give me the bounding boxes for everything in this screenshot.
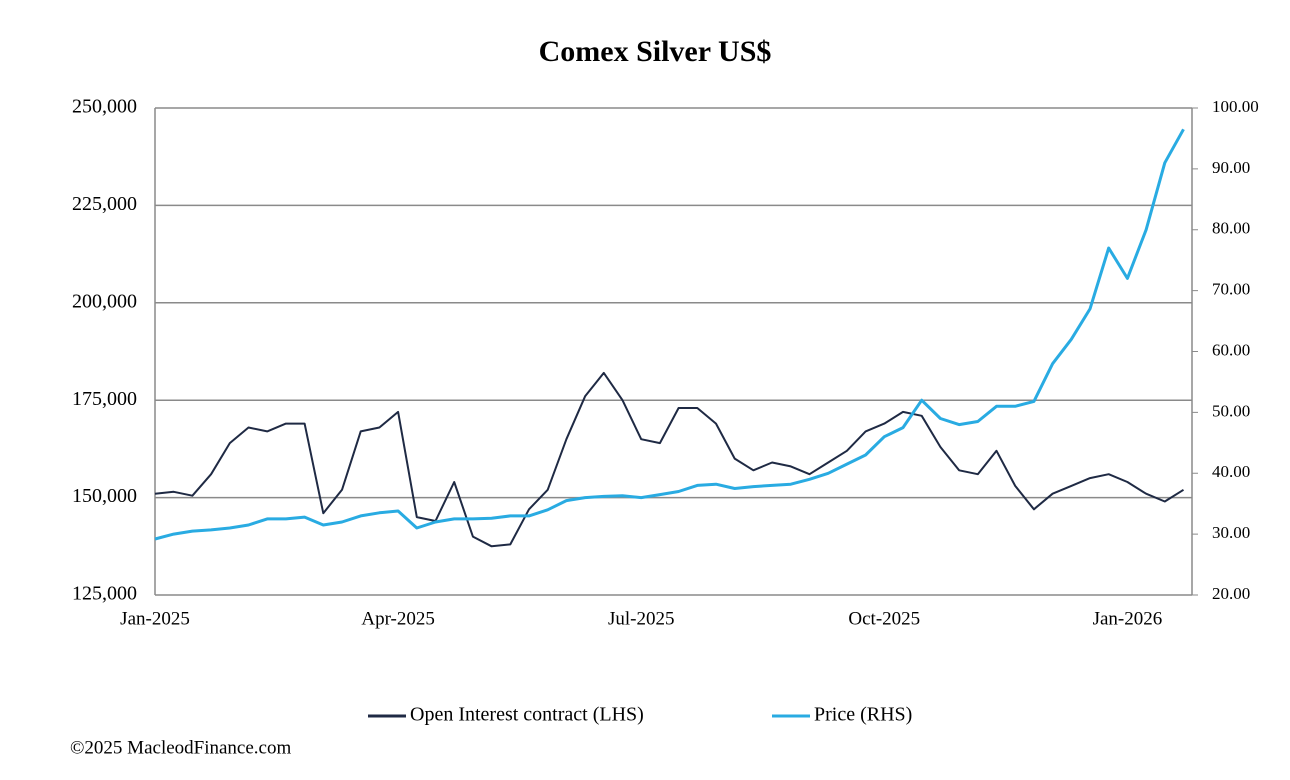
- y2-tick-label: 60.00: [1212, 340, 1250, 359]
- y2-tick-label: 20.00: [1212, 584, 1250, 603]
- y-tick-label: 225,000: [72, 193, 137, 215]
- legend-label: Price (RHS): [814, 704, 912, 726]
- source: ©2025 MacleodFinance.com: [70, 737, 291, 758]
- x-tick-label: Oct-2025: [848, 608, 920, 629]
- y-tick-label: 175,000: [72, 388, 137, 410]
- y-tick-label: 250,000: [72, 96, 137, 118]
- series-line: [154, 371, 1185, 548]
- x-tick-label: Jan-2025: [120, 608, 190, 629]
- y2-tick-label: 90.00: [1212, 158, 1250, 177]
- x-tick-label: Jan-2026: [1093, 608, 1163, 629]
- y-tick-label: 150,000: [72, 485, 137, 507]
- y2-tick-label: 30.00: [1212, 523, 1250, 542]
- chart-title: Comex Silver US$: [539, 35, 772, 68]
- y2-tick-label: 50.00: [1212, 401, 1250, 420]
- series-line: [154, 128, 1185, 541]
- legend-label: Open Interest contract (LHS): [410, 704, 644, 726]
- y-tick-label: 200,000: [72, 290, 137, 312]
- x-tick-label: Jul-2025: [608, 608, 675, 629]
- y2-tick-label: 80.00: [1212, 219, 1250, 238]
- x-tick-label: Apr-2025: [361, 608, 435, 629]
- y2-tick-label: 70.00: [1212, 280, 1250, 299]
- y2-tick-label: 100.00: [1212, 97, 1259, 116]
- y2-tick-label: 40.00: [1212, 462, 1250, 481]
- y-tick-label: 125,000: [72, 583, 137, 605]
